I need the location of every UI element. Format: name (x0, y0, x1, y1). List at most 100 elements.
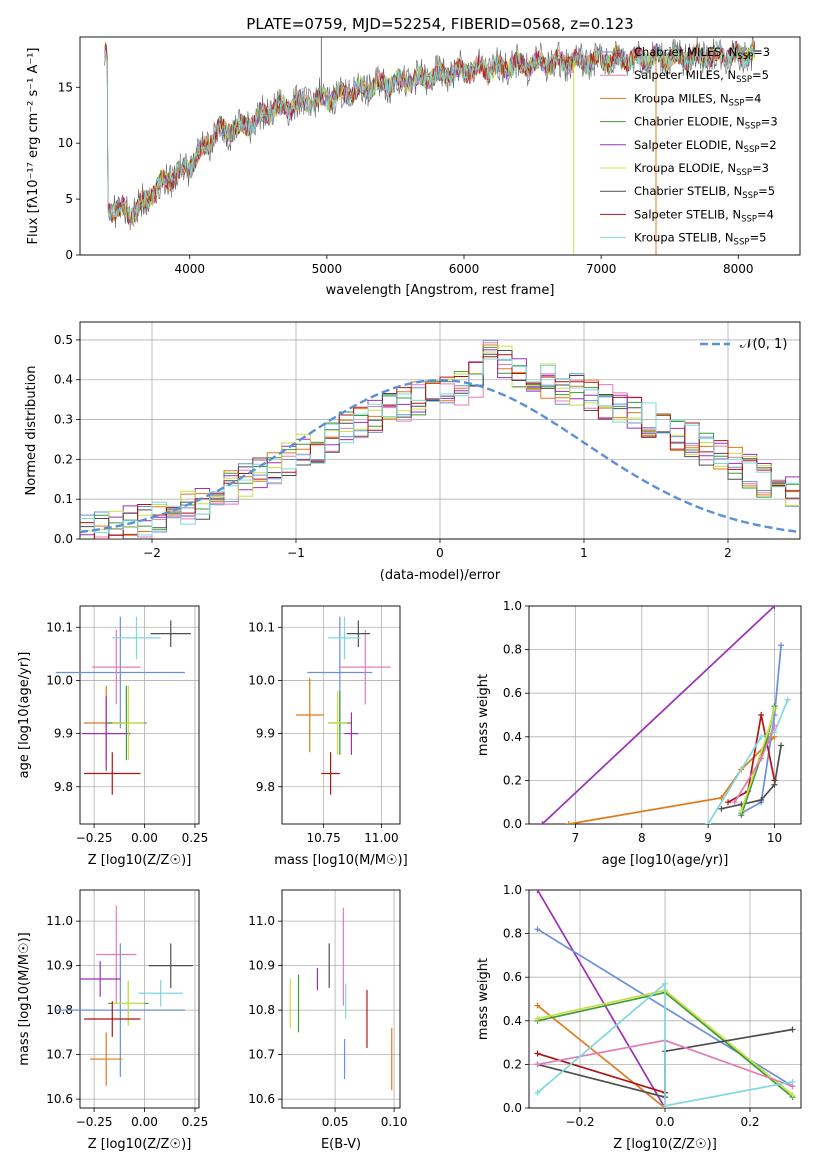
y-tick-label: 0.8 (503, 927, 522, 941)
weight-point-salpeter-miles (758, 755, 765, 762)
ticks: 7 8 9 10 0.0 0.2 0.4 0.6 0.8 1.0 (503, 599, 782, 845)
y-tick-label: 1.0 (503, 599, 522, 613)
y-tick-label: 0.4 (54, 373, 73, 387)
y-tick-label: 0.8 (503, 643, 522, 657)
error-bars (295, 616, 391, 795)
legend-label-gaussian: 𝒩(0, 1) (740, 337, 787, 352)
y-axis-label: Normed distribution (24, 366, 39, 496)
grid-lines (282, 890, 400, 1108)
x-tick-label: 9 (704, 831, 712, 845)
y-tick-label: 9.9 (54, 727, 73, 741)
y-tick-label: 10.7 (46, 1048, 73, 1062)
weight-point-salpeter-stelib (758, 712, 765, 718)
grid-lines (80, 322, 800, 540)
x-axis-label: Z [log10(Z/Z☉)] (88, 1137, 192, 1152)
x-tick-label: 0.25 (182, 831, 209, 845)
weight-point-kroupa-stelib (705, 821, 712, 824)
ticks: −2 −1 0 1 2 0.0 0.1 0.2 0.3 0.4 0.5 (54, 333, 732, 560)
weight-lines (534, 890, 796, 1108)
weight-point-chabrier-stelib (789, 1026, 796, 1033)
axes-frame (281, 889, 401, 1109)
x-tick-label: 0.2 (740, 1115, 759, 1129)
axes-frame (281, 605, 401, 825)
y-tick-label: 0.0 (503, 1101, 522, 1115)
weight-point-kroupa-stelib (534, 1089, 541, 1096)
ticks: −0.25 0.00 0.25 9.8 9.9 10.0 10.1 (46, 620, 208, 845)
x-axis-label: E(B-V) (321, 1137, 361, 1152)
age-vs-metallicity-panel: −0.25 0.00 0.25 9.8 9.9 10.0 10.1 Z [log10(Z/Z☉… (17, 605, 208, 868)
y-tick-label: 9.9 (256, 727, 275, 741)
y-tick-label: 1.0 (503, 883, 522, 897)
legend: Chabrier MILES, NSSP=3 Salpeter MILES, NS… (600, 45, 778, 248)
x-tick-label: 7 (572, 831, 580, 845)
y-tick-label: 10 (58, 136, 73, 150)
weight-point-chabrier-miles (778, 642, 785, 649)
legend-label-kroupa-miles: Kroupa MILES, NSSP=4 (634, 91, 761, 108)
y-tick-label: 0.0 (54, 532, 73, 546)
y-tick-label: 0.2 (503, 773, 522, 787)
y-axis-label: mass weight (476, 674, 491, 756)
error-bars (289, 907, 393, 1091)
weight-point-salpeter-stelib (534, 1050, 541, 1057)
error-bars (55, 616, 191, 795)
weight-vs-age-panel: 7 8 9 10 0.0 0.2 0.4 0.6 0.8 1.0 age [log10(age/yr… (476, 599, 802, 868)
x-tick-label: −2 (143, 546, 161, 560)
y-tick-label: 10.0 (248, 673, 275, 687)
legend-label-chabrier-stelib: Chabrier STELIB, NSSP=5 (634, 184, 775, 201)
y-tick-label: 10.7 (248, 1048, 275, 1062)
weight-point-chabrier-stelib (778, 742, 785, 749)
y-tick-label: 9.8 (256, 780, 275, 794)
y-tick-label: 0.1 (54, 492, 73, 506)
x-tick-label: 5000 (312, 262, 343, 276)
y-tick-label: 11.0 (248, 914, 275, 928)
x-axis-label: mass [log10(M/M☉)] (274, 853, 407, 868)
y-tick-label: 0.3 (54, 413, 73, 427)
legend-label-kroupa-elodie: Kroupa ELODIE, NSSP=3 (634, 161, 769, 178)
x-tick-label: 0.00 (131, 1115, 158, 1129)
weight-line-salpeter-elodie (536, 890, 666, 1108)
x-tick-label: 8 (638, 831, 646, 845)
weight-point-salpeter-elodie (534, 890, 541, 893)
x-axis-label: (data-model)/error (380, 568, 501, 583)
y-tick-label: 0.6 (503, 970, 522, 984)
x-tick-label: −0.25 (76, 1115, 113, 1129)
axes-frame (79, 36, 801, 256)
legend-label-salpeter-miles: Salpeter MILES, NSSP=5 (634, 68, 769, 85)
weight-point-kroupa-stelib (662, 1102, 668, 1108)
x-axis-label: wavelength [Angstrom, rest frame] (326, 283, 555, 298)
legend-label-kroupa-stelib: Kroupa STELIB, NSSP=5 (634, 231, 766, 248)
y-tick-label: 10.6 (248, 1092, 275, 1106)
y-tick-label: 0.4 (503, 730, 522, 744)
x-tick-label: 10.75 (306, 831, 340, 845)
y-axis-label: mass weight (476, 958, 491, 1040)
weight-point-kroupa-elodie (534, 1015, 541, 1022)
weight-point-salpeter-miles (731, 799, 738, 806)
y-tick-label: 0.4 (503, 1014, 522, 1028)
x-tick-label: −0.2 (565, 1115, 594, 1129)
x-tick-label: 4000 (174, 262, 205, 276)
y-tick-label: 0 (65, 248, 73, 262)
y-tick-label: 9.8 (54, 780, 73, 794)
x-tick-label: 2 (724, 546, 732, 560)
weight-point-kroupa-elodie (771, 705, 778, 712)
weight-line-salpeter-elodie (541, 606, 776, 824)
x-tick-label: 6000 (449, 262, 480, 276)
y-tick-label: 10.0 (46, 673, 73, 687)
weight-point-kroupa-elodie (764, 729, 771, 736)
weight-lines (539, 606, 791, 824)
spectrum-lines (104, 37, 756, 255)
y-tick-label: 0.6 (503, 686, 522, 700)
weight-point-kroupa-miles (565, 821, 572, 824)
weight-vs-metallicity-panel: −0.2 0.0 0.2 0.0 0.2 0.4 0.6 0.8 1.0 Z [log10(Z/Z… (476, 883, 802, 1152)
y-tick-label: 10.1 (46, 620, 73, 634)
weight-point-kroupa-elodie (789, 1091, 796, 1098)
weight-point-salpeter-elodie (539, 821, 546, 824)
weight-point-chabrier-stelib (718, 805, 725, 812)
grid-lines (80, 890, 199, 1108)
axes-frame (79, 321, 801, 540)
y-tick-label: 10.9 (248, 959, 275, 973)
x-tick-label: 0 (436, 546, 444, 560)
legend-label-chabrier-elodie: Chabrier ELODIE, NSSP=3 (634, 115, 778, 132)
